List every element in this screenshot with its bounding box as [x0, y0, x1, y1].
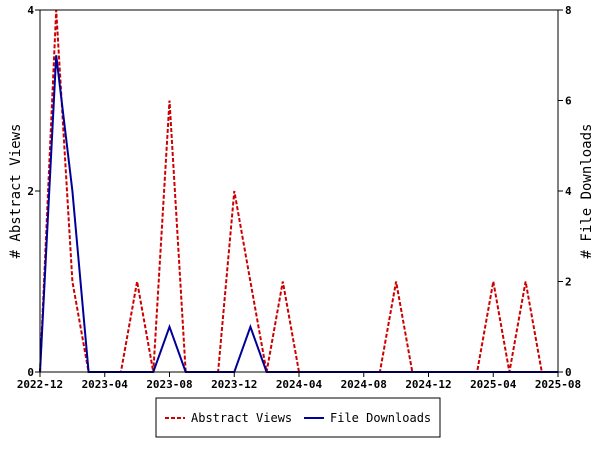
axes: 2022-12 2023-04 2023-08 2023-12 2024-04 2024-…: [8, 4, 595, 391]
y-right-tick-label: 8: [565, 4, 572, 17]
x-tick-label: 2024-04: [276, 378, 323, 391]
legend-box: [155, 397, 441, 438]
x-tick-label: 2022-12: [17, 378, 63, 391]
x-tick-label: 2023-04: [82, 378, 129, 391]
x-tick-label: 2023-12: [211, 378, 257, 391]
plot-area: [39, 9, 558, 373]
y-left-tick-label: 2: [27, 185, 34, 198]
y-right-tick-label: 0: [565, 366, 572, 379]
y-right-tick-label: 4: [565, 185, 572, 198]
x-tick-label: 2024-12: [405, 378, 451, 391]
y-left-tick-label: 4: [27, 4, 34, 17]
y-right-axis-title: # File Downloads: [579, 124, 595, 259]
legend-label-abstract-views: Abstract Views: [191, 411, 292, 425]
series-line-abstract-views: [39, 9, 558, 373]
series-line-file-downloads: [39, 55, 558, 373]
x-tick-label: 2024-08: [341, 378, 387, 391]
y-left-axis-title: # Abstract Views: [8, 124, 24, 259]
x-tick-label: 2023-08: [146, 378, 192, 391]
y-left-tick-label: 0: [27, 366, 34, 379]
y-right-tick-label: 6: [565, 95, 572, 108]
x-tick-label: 2025-04: [470, 378, 517, 391]
plot-frame: [39, 9, 559, 373]
legend-label-file-downloads: File Downloads: [330, 411, 431, 425]
legend: Abstract Views File Downloads: [155, 397, 441, 438]
y-right-tick-label: 2: [565, 276, 572, 289]
x-tick-label: 2025-08: [535, 378, 581, 391]
